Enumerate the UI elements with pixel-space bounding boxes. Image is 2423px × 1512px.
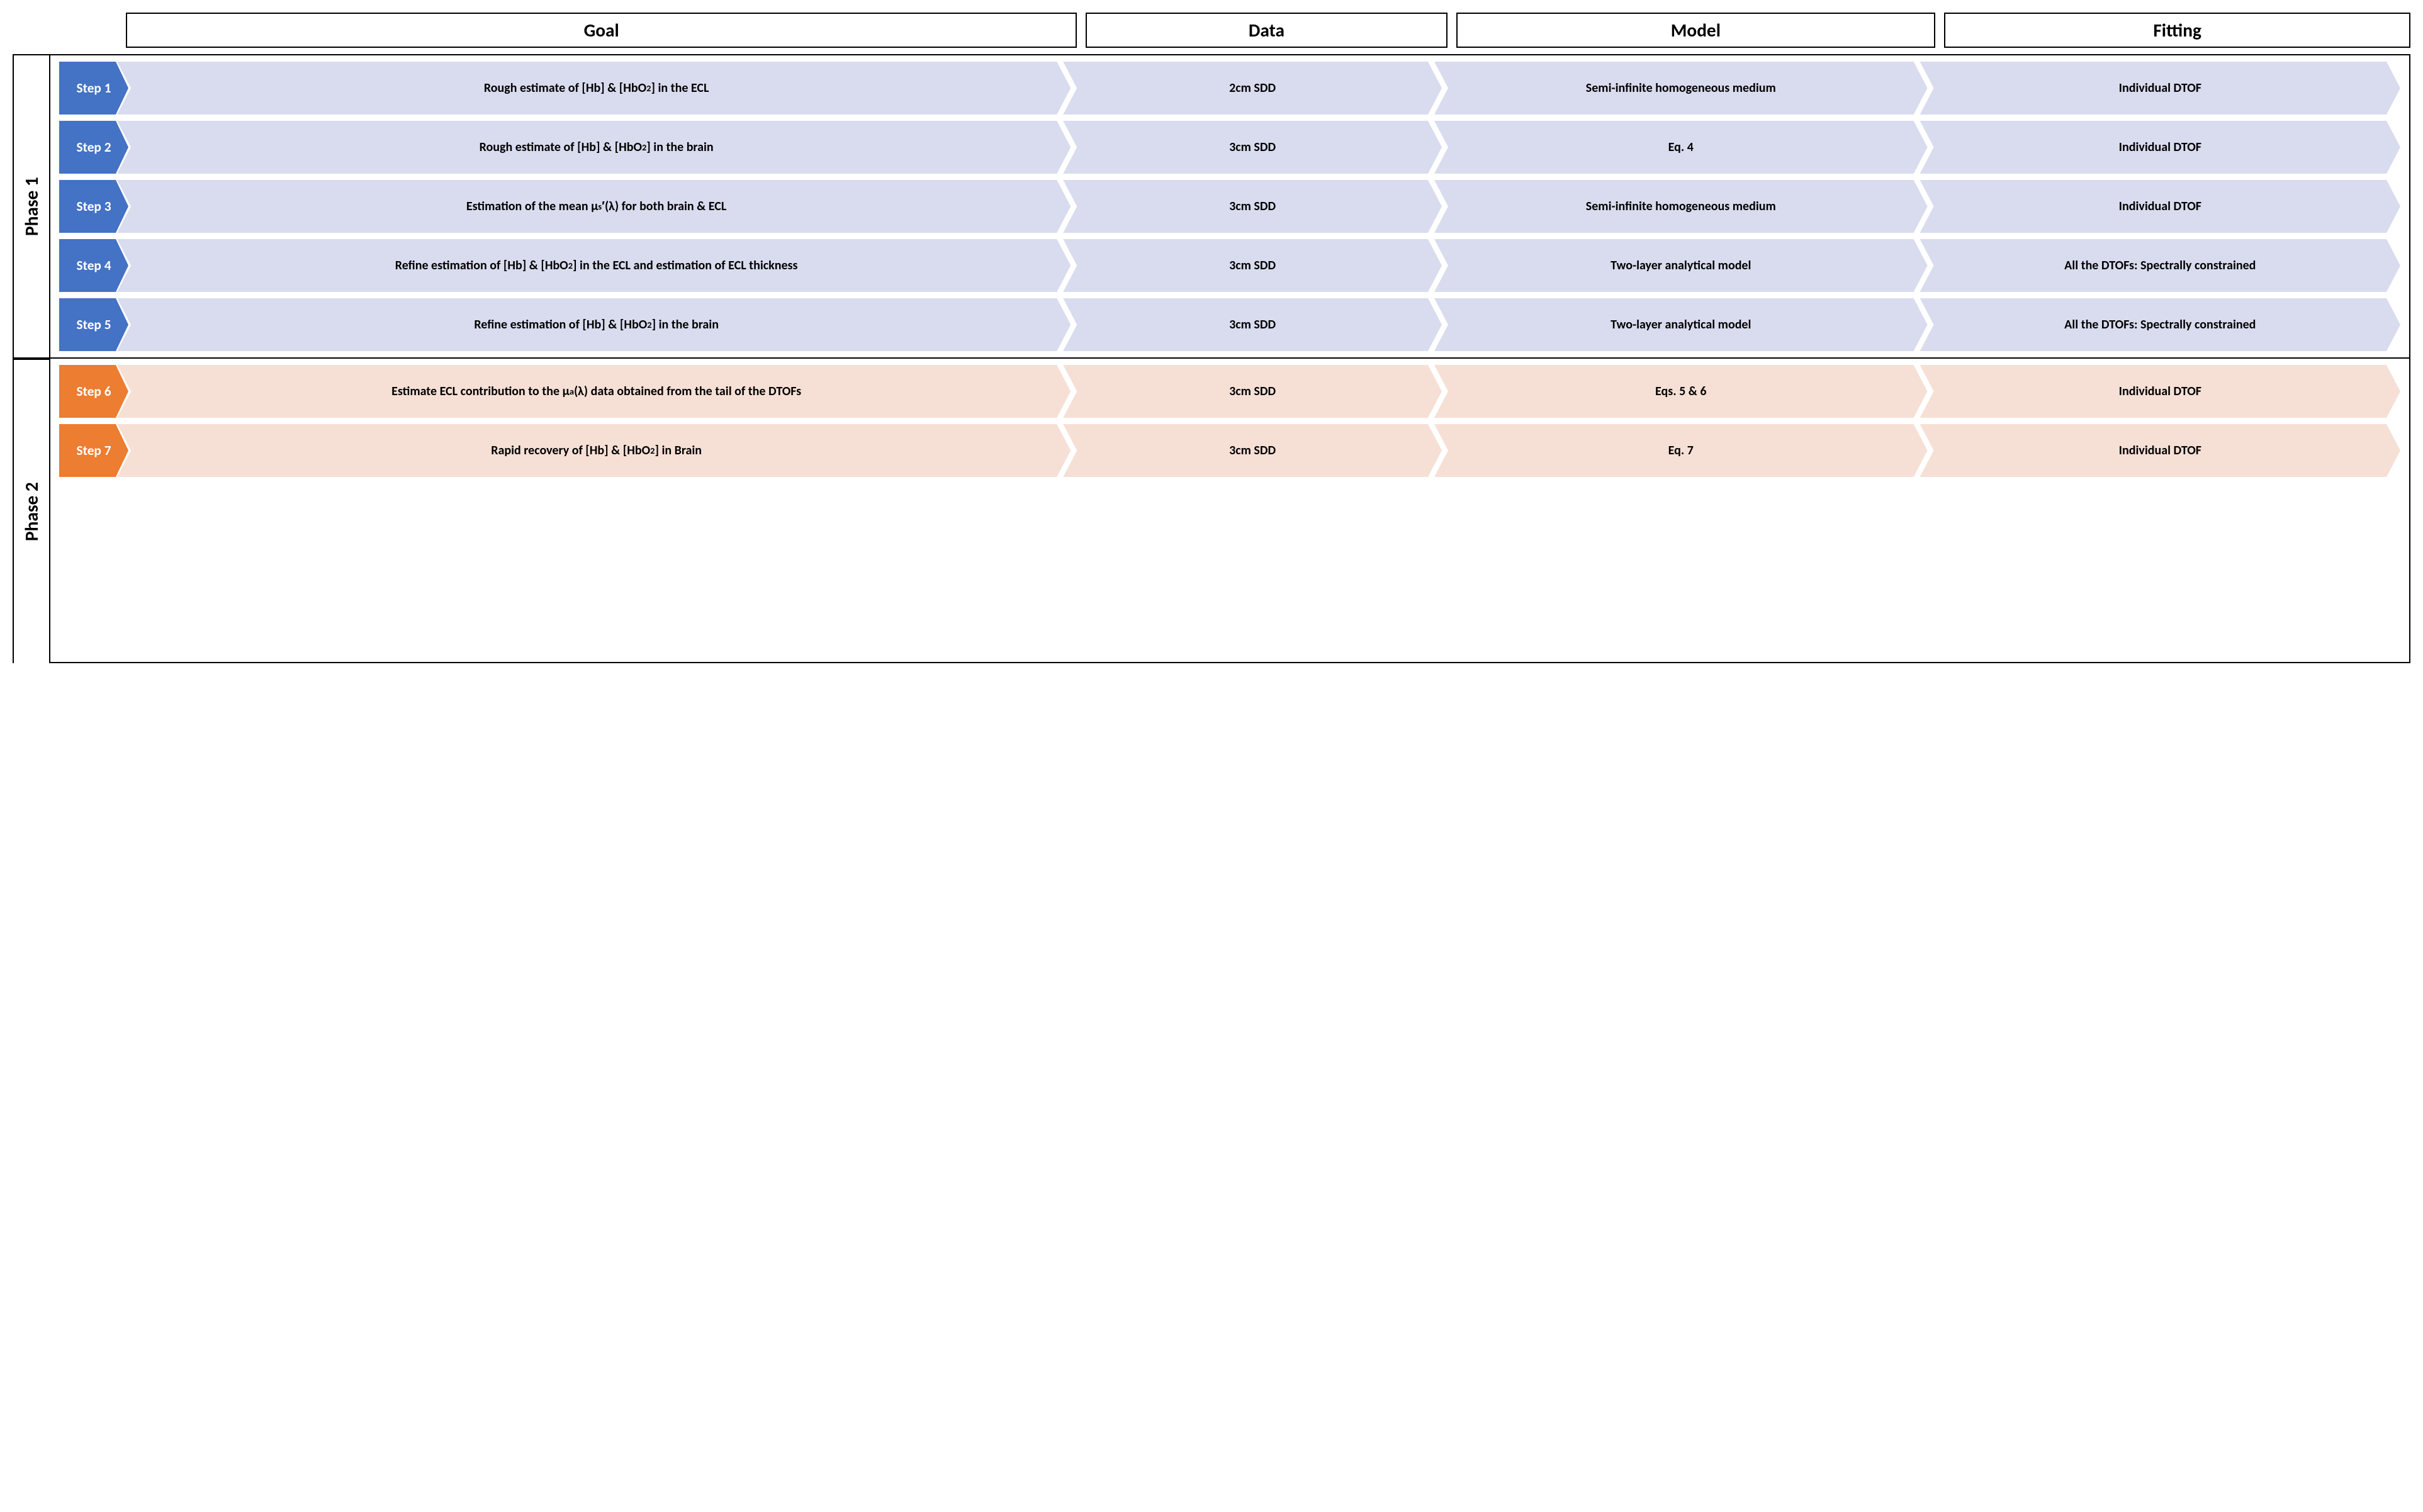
flowchart-diagram: Goal Data Model Fitting Phase 1Step 1Rou… (13, 13, 2410, 663)
step-model: Semi-infinite homogeneous medium (1434, 62, 1928, 115)
step-tag: Step 5 (59, 298, 128, 351)
phase-body: Step 1Rough estimate of [Hb] & [HbO2] in… (50, 54, 2410, 359)
header-data: Data (1086, 13, 1447, 48)
header-model: Model (1456, 13, 1936, 48)
step-model: Semi-infinite homogeneous medium (1434, 180, 1928, 233)
step-fitting: All the DTOFs: Spectrally constrained (1920, 298, 2400, 351)
step-row: Step 6Estimate ECL contribution to the μ… (59, 365, 2400, 418)
step-row: Step 3Estimation of the mean μs′(λ) for … (59, 180, 2400, 233)
step-fitting: Individual DTOF (1920, 180, 2400, 233)
step-tag: Step 3 (59, 180, 128, 233)
phase-label: Phase 2 (13, 359, 50, 663)
step-row: Step 4Refine estimation of [Hb] & [HbO2]… (59, 239, 2400, 292)
step-data: 3cm SDD (1063, 121, 1442, 174)
step-data: 3cm SDD (1063, 298, 1442, 351)
step-fitting: Individual DTOF (1920, 62, 2400, 115)
step-row: Step 1Rough estimate of [Hb] & [HbO2] in… (59, 62, 2400, 115)
step-goal: Estimate ECL contribution to the μa(λ) d… (117, 365, 1071, 418)
step-row: Step 2Rough estimate of [Hb] & [HbO2] in… (59, 121, 2400, 174)
step-fitting: Individual DTOF (1920, 121, 2400, 174)
step-fitting: Individual DTOF (1920, 424, 2400, 477)
header-fitting: Fitting (1944, 13, 2410, 48)
step-tag: Step 6 (59, 365, 128, 418)
step-row: Step 7Rapid recovery of [Hb] & [HbO2] in… (59, 424, 2400, 477)
step-model: Two-layer analytical model (1434, 298, 1928, 351)
step-goal: Rough estimate of [Hb] & [HbO2] in the b… (117, 121, 1071, 174)
step-goal: Refine estimation of [Hb] & [HbO2] in th… (117, 298, 1071, 351)
step-data: 3cm SDD (1063, 365, 1442, 418)
step-data: 2cm SDD (1063, 62, 1442, 115)
step-data: 3cm SDD (1063, 180, 1442, 233)
step-tag: Step 2 (59, 121, 128, 174)
step-data: 3cm SDD (1063, 424, 1442, 477)
step-tag: Step 7 (59, 424, 128, 477)
header-goal: Goal (126, 13, 1077, 48)
step-model: Eq. 7 (1434, 424, 1928, 477)
step-tag: Step 1 (59, 62, 128, 115)
corner-spacer (13, 13, 50, 54)
step-model: Eq. 4 (1434, 121, 1928, 174)
step-data: 3cm SDD (1063, 239, 1442, 292)
step-model: Two-layer analytical model (1434, 239, 1928, 292)
step-fitting: Individual DTOF (1920, 365, 2400, 418)
phase-body: Step 6Estimate ECL contribution to the μ… (50, 359, 2410, 663)
step-tag: Step 4 (59, 239, 128, 292)
step-row: Step 5Refine estimation of [Hb] & [HbO2]… (59, 298, 2400, 351)
phase-label: Phase 1 (13, 54, 50, 359)
step-goal: Rapid recovery of [Hb] & [HbO2] in Brain (117, 424, 1071, 477)
column-headers: Goal Data Model Fitting (50, 13, 2410, 48)
step-goal: Estimation of the mean μs′(λ) for both b… (117, 180, 1071, 233)
step-goal: Rough estimate of [Hb] & [HbO2] in the E… (117, 62, 1071, 115)
step-fitting: All the DTOFs: Spectrally constrained (1920, 239, 2400, 292)
step-goal: Refine estimation of [Hb] & [HbO2] in th… (117, 239, 1071, 292)
step-model: Eqs. 5 & 6 (1434, 365, 1928, 418)
